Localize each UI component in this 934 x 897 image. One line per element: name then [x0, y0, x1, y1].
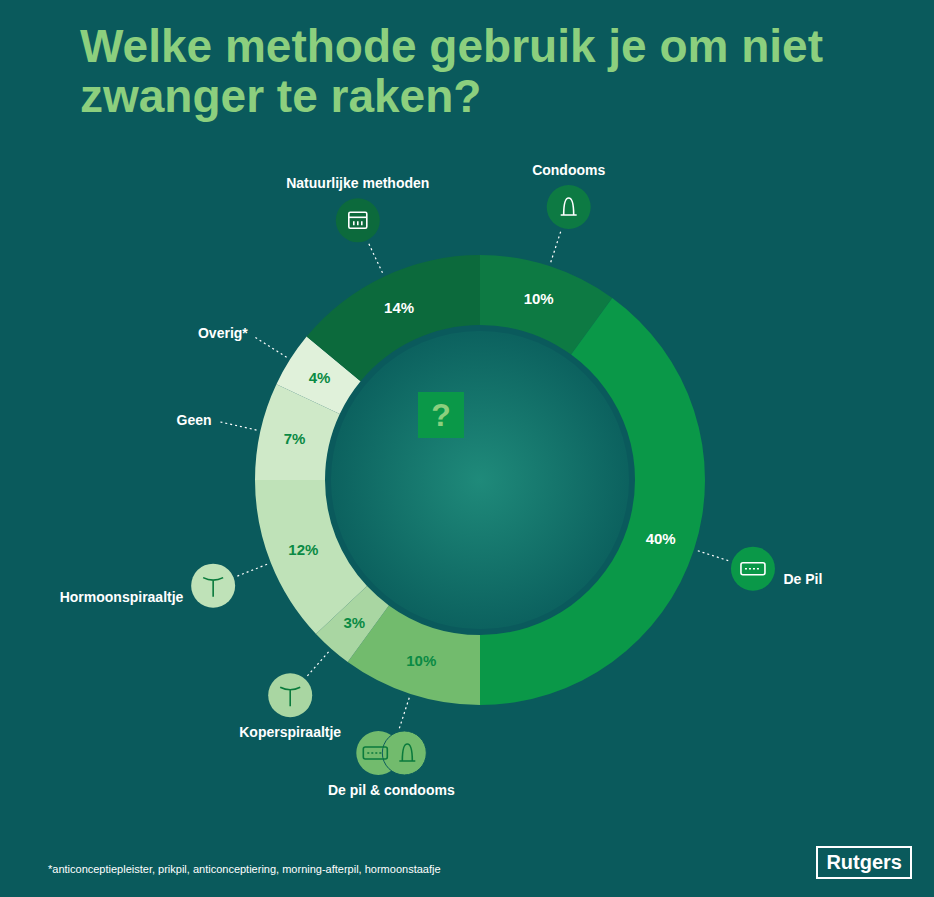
svg-text:7%: 7% [284, 430, 306, 447]
html-text:Welke methode gebruik je om ni: Welke methode gebruik je om niet zwanger… [80, 20, 823, 122]
html-text:*anticonceptiepleister, prikpi: *anticonceptiepleister, prikpil, anticon… [48, 863, 441, 875]
svg-text:12%: 12% [288, 541, 318, 558]
svg-text:10%: 10% [406, 652, 436, 669]
svg-text:14%: 14% [384, 299, 414, 316]
svg-text:Koperspiraaltje: Koperspiraaltje [239, 724, 341, 740]
svg-text:Hormoonspiraaltje: Hormoonspiraaltje [60, 589, 184, 605]
svg-text:10%: 10% [524, 290, 554, 307]
svg-text:Overig*: Overig* [198, 325, 248, 341]
svg-text:Geen: Geen [177, 412, 212, 428]
svg-text:De Pil: De Pil [783, 571, 822, 587]
html-text:Rutgers: Rutgers [826, 851, 902, 873]
svg-text:3%: 3% [344, 614, 366, 631]
svg-text:Condooms: Condooms [532, 162, 605, 178]
svg-text:Natuurlijke methoden: Natuurlijke methoden [286, 175, 429, 191]
svg-text:40%: 40% [646, 530, 676, 547]
svg-text:4%: 4% [309, 369, 331, 386]
svg-text:De pil & condooms: De pil & condooms [328, 782, 455, 798]
